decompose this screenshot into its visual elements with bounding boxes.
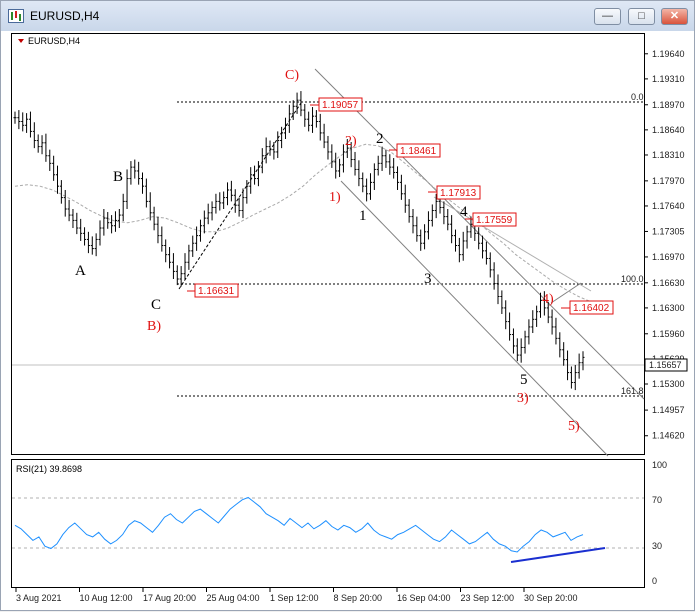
y-tick-label: 1.18640 xyxy=(652,125,685,135)
x-tick-label: 8 Sep 20:00 xyxy=(334,593,383,603)
svg-text:1.18461: 1.18461 xyxy=(400,146,437,157)
x-tick-label: 3 Aug 2021 xyxy=(16,593,62,603)
y-tick-label: 1.19310 xyxy=(652,74,685,84)
window-title: EURUSD,H4 xyxy=(30,9,100,23)
y-tick-label: 1.18310 xyxy=(652,150,685,160)
y-tick-label: 1.16970 xyxy=(652,252,685,262)
minimize-button[interactable]: — xyxy=(594,8,621,25)
y-tick-label: 1.16630 xyxy=(652,278,685,288)
x-tick-label: 16 Sep 04:00 xyxy=(397,593,451,603)
x-tick-label: 25 Aug 04:00 xyxy=(207,593,260,603)
rsi-y-tick-label: 0 xyxy=(652,576,657,586)
wave-label-5-red: 5) xyxy=(568,419,580,434)
rsi-divergence-line xyxy=(510,547,606,563)
rsi-label: RSI(21) 39.8698 xyxy=(16,464,82,474)
svg-text:1.17559: 1.17559 xyxy=(476,215,513,226)
wave-label-C: C xyxy=(151,297,161,313)
y-tick-label: 1.18970 xyxy=(652,100,685,110)
y-tick-label: 1.15300 xyxy=(652,379,685,389)
level-box-5: 1.16631 xyxy=(187,283,239,298)
price-bars-layer xyxy=(13,91,585,391)
rsi-line xyxy=(14,496,584,553)
wave-label-3-red: 3) xyxy=(517,391,529,406)
chart-icon xyxy=(8,9,24,23)
channel-small-upper xyxy=(433,196,592,292)
close-icon: ✕ xyxy=(669,10,680,22)
y-tick-label: 1.17640 xyxy=(652,201,685,211)
y-tick-label: 1.17970 xyxy=(652,176,685,186)
current-price-label: 1.15657 xyxy=(649,360,682,370)
symbol-label: EURUSD,H4 xyxy=(28,36,80,46)
wave4-connector xyxy=(550,282,582,304)
wave-label-1-red: 1) xyxy=(329,190,341,205)
wave-label-4-red: 4) xyxy=(542,292,554,307)
wave-label-C-red: C) xyxy=(285,68,299,83)
level-box-1: 1.19057 xyxy=(310,97,363,112)
x-tick-label: 10 Aug 12:00 xyxy=(80,593,133,603)
x-tick-label: 1 Sep 12:00 xyxy=(270,593,319,603)
channel-lower xyxy=(340,180,609,457)
y-tick-label: 1.15960 xyxy=(652,329,685,339)
wave-label-B: B xyxy=(113,169,123,185)
moving-average-line xyxy=(14,143,592,303)
wave-label-B-red: B) xyxy=(147,319,161,334)
x-tick-label: 30 Sep 20:00 xyxy=(524,593,578,603)
level-box-4: 1.17559 xyxy=(465,212,517,227)
wave-label-2-red: 2) xyxy=(345,134,357,149)
svg-text:1.16402: 1.16402 xyxy=(573,303,610,314)
close-button[interactable]: ✕ xyxy=(661,8,688,25)
rsi-pane-frame xyxy=(11,459,645,588)
y-tick-label: 1.17305 xyxy=(652,226,685,236)
y-tick-label: 1.16300 xyxy=(652,303,685,313)
level-box-6: 1.16402 xyxy=(561,300,614,315)
wave-label-4: 4 xyxy=(460,204,468,220)
wave-label-1: 1 xyxy=(359,208,367,224)
fib-label-161: 161.8 xyxy=(621,386,644,396)
x-axis: 3 Aug 2021 10 Aug 12:00 17 Aug 20:00 25 Aug… xyxy=(15,588,578,603)
fib-label-0: 0.0 xyxy=(631,92,644,102)
wave-label-5: 5 xyxy=(520,372,528,388)
wave-label-2: 2 xyxy=(376,131,384,147)
wave-c-trend xyxy=(178,102,302,290)
y-tick-label: 1.19640 xyxy=(652,49,685,59)
wave-label-3: 3 xyxy=(424,271,432,287)
moving-average-layer xyxy=(14,143,592,303)
y-axis: 1.19640 1.19310 1.18970 1.18640 1.18310 1.179… xyxy=(644,49,685,441)
fib-label-100: 100.0 xyxy=(621,274,644,284)
wave-label-A: A xyxy=(75,263,86,279)
y-tick-label: 1.14957 xyxy=(652,405,685,415)
analysis-drawings xyxy=(12,68,645,563)
maximize-icon: □ xyxy=(638,10,645,22)
minimize-icon: — xyxy=(602,10,613,22)
level-box-2: 1.18461 xyxy=(389,143,441,158)
svg-text:1.19057: 1.19057 xyxy=(322,100,359,111)
rsi-y-tick-label: 70 xyxy=(652,495,662,505)
x-tick-label: 23 Sep 12:00 xyxy=(461,593,515,603)
current-price-tag xyxy=(644,358,688,372)
maximize-button[interactable]: □ xyxy=(628,8,655,25)
x-tick-label: 17 Aug 20:00 xyxy=(143,593,196,603)
svg-text:1.16631: 1.16631 xyxy=(198,286,235,297)
svg-text:1.17913: 1.17913 xyxy=(440,188,477,199)
y-tick-label: 1.14620 xyxy=(652,431,685,441)
channel-upper xyxy=(314,68,645,400)
rsi-y-tick-label: 100 xyxy=(652,460,667,470)
title-bar[interactable]: EURUSD,H4 — □ ✕ xyxy=(1,1,694,31)
symbol-dropdown-icon[interactable] xyxy=(18,39,24,43)
level-box-3: 1.17913 xyxy=(428,185,481,200)
main-pane-frame xyxy=(11,33,645,455)
rsi-layer: 100 70 30 0 xyxy=(14,460,667,586)
rsi-y-tick-label: 30 xyxy=(652,541,662,551)
